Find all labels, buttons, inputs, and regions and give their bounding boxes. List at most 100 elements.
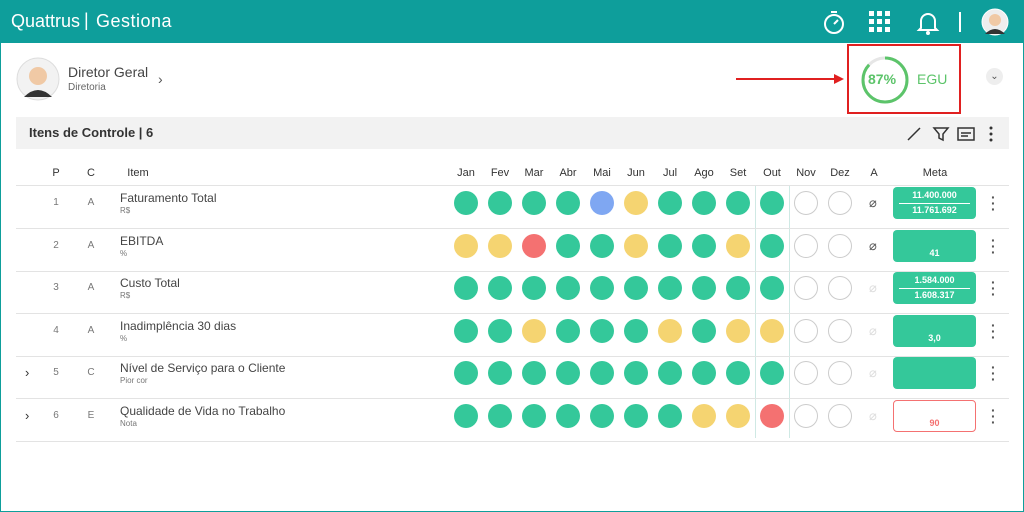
status-dot[interactable]: [692, 318, 716, 343]
status-dot[interactable]: [726, 276, 750, 300]
status-dot[interactable]: [760, 191, 784, 215]
status-dot[interactable]: [624, 276, 648, 300]
status-dot[interactable]: [624, 233, 648, 258]
row-menu[interactable]: · · ·: [991, 401, 996, 430]
status-dot[interactable]: [794, 318, 818, 343]
status-dot[interactable]: [556, 318, 580, 343]
status-dot[interactable]: [590, 318, 614, 343]
timer-icon[interactable]: [819, 7, 849, 37]
score-unit[interactable]: EGU: [917, 71, 948, 87]
status-dot[interactable]: [828, 191, 852, 215]
status-dot[interactable]: [488, 361, 512, 385]
status-dot[interactable]: [454, 318, 478, 343]
status-dot[interactable]: [624, 361, 648, 385]
status-dot[interactable]: [624, 191, 648, 215]
status-dot[interactable]: [488, 276, 512, 300]
row-menu[interactable]: · · ·: [991, 231, 996, 260]
expand-arrow[interactable]: ›: [25, 407, 30, 423]
status-dot[interactable]: [726, 191, 750, 215]
attachment[interactable]: ⌀: [869, 195, 877, 210]
status-dot[interactable]: [658, 191, 682, 215]
attachment[interactable]: ⌀: [869, 365, 877, 380]
profile-name[interactable]: Diretor Geral: [68, 64, 149, 80]
status-dot[interactable]: [556, 191, 580, 215]
status-dot[interactable]: [658, 318, 682, 343]
status-dot[interactable]: [488, 403, 512, 428]
expand-arrow[interactable]: ›: [25, 365, 30, 380]
status-dot[interactable]: [692, 191, 716, 215]
row-menu[interactable]: · · ·: [991, 316, 996, 345]
status-dot[interactable]: [760, 276, 784, 300]
status-dot[interactable]: [794, 403, 818, 428]
attachment[interactable]: ⌀: [869, 407, 877, 423]
status-dot[interactable]: [522, 233, 546, 258]
item-name[interactable]: Faturamento Total: [120, 191, 217, 205]
collapse-button[interactable]: ⌄: [986, 68, 1003, 85]
status-dot[interactable]: [590, 403, 614, 428]
status-dot[interactable]: [760, 318, 784, 343]
status-dot[interactable]: [760, 233, 784, 258]
status-dot[interactable]: [522, 403, 546, 428]
status-dot[interactable]: [760, 403, 784, 428]
status-dot[interactable]: [828, 361, 852, 385]
status-dot[interactable]: [590, 361, 614, 385]
status-dot[interactable]: [522, 318, 546, 343]
status-dot[interactable]: [726, 403, 750, 428]
status-dot[interactable]: [828, 276, 852, 300]
apps-icon[interactable]: [867, 9, 893, 35]
meta-card[interactable]: [893, 399, 976, 432]
status-dot[interactable]: [692, 233, 716, 258]
status-dot[interactable]: [828, 233, 852, 258]
status-dot[interactable]: [794, 191, 818, 215]
row-menu[interactable]: · · ·: [991, 359, 996, 387]
status-dot[interactable]: [454, 403, 478, 428]
status-dot[interactable]: [556, 276, 580, 300]
meta-card[interactable]: [893, 357, 976, 389]
brand[interactable]: Quattrus: [11, 11, 81, 31]
status-dot[interactable]: [590, 233, 614, 258]
status-dot[interactable]: [828, 318, 852, 343]
status-dot[interactable]: [590, 191, 614, 215]
status-dot[interactable]: [658, 403, 682, 428]
status-dot[interactable]: [556, 233, 580, 258]
status-dot[interactable]: [794, 361, 818, 385]
item-name[interactable]: Nível de Serviço para o Cliente: [120, 361, 286, 375]
status-dot[interactable]: [454, 233, 478, 258]
status-dot[interactable]: [488, 233, 512, 258]
meta-card[interactable]: [893, 314, 976, 347]
status-dot[interactable]: [658, 233, 682, 258]
status-dot[interactable]: [794, 276, 818, 300]
status-dot[interactable]: [726, 318, 750, 343]
status-dot[interactable]: [624, 403, 648, 428]
item-name[interactable]: Qualidade de Vida no Trabalho: [120, 403, 286, 418]
chevron[interactable]: ›: [158, 71, 163, 87]
status-dot[interactable]: [522, 276, 546, 300]
status-dot[interactable]: [726, 233, 750, 258]
bell-icon[interactable]: [914, 8, 942, 36]
status-dot[interactable]: [454, 361, 478, 385]
row-menu[interactable]: · · ·: [991, 274, 996, 302]
meta-card[interactable]: [893, 229, 976, 262]
status-dot[interactable]: [828, 403, 852, 428]
status-dot[interactable]: [760, 361, 784, 385]
attachment[interactable]: ⌀: [869, 237, 877, 253]
user-avatar[interactable]: [981, 8, 1009, 36]
status-dot[interactable]: [556, 403, 580, 428]
status-dot[interactable]: [692, 403, 716, 428]
item-name[interactable]: Custo Total: [120, 276, 180, 290]
item-name[interactable]: Inadimplência 30 dias: [120, 318, 237, 333]
status-dot[interactable]: [692, 276, 716, 300]
status-dot[interactable]: [794, 233, 818, 258]
status-dot[interactable]: [624, 318, 648, 343]
status-dot[interactable]: [692, 361, 716, 385]
status-dot[interactable]: [590, 276, 614, 300]
status-dot[interactable]: [658, 276, 682, 300]
item-name[interactable]: EBITDA: [120, 233, 164, 248]
status-dot[interactable]: [454, 276, 478, 300]
status-dot[interactable]: [488, 318, 512, 343]
status-dot[interactable]: [522, 361, 546, 385]
status-dot[interactable]: [454, 191, 478, 215]
status-dot[interactable]: [556, 361, 580, 385]
attachment[interactable]: ⌀: [869, 280, 877, 295]
status-dot[interactable]: [488, 191, 512, 215]
